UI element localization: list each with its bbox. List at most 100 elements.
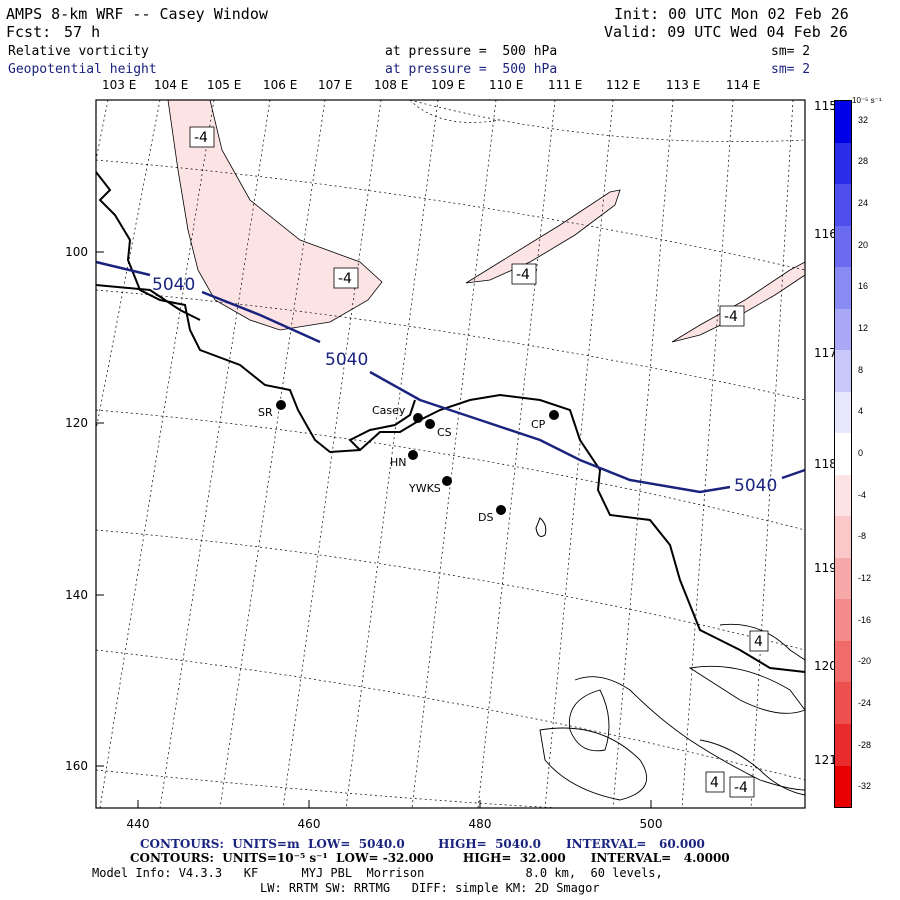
colorbar-tick-label: -28 (858, 739, 872, 750)
station-marker (425, 419, 435, 429)
colorbar-tick-label: -32 (858, 781, 872, 792)
station-label: CP (531, 418, 546, 431)
colorbar-tick-label: 8 (858, 364, 864, 375)
station-marker (442, 476, 452, 486)
station-label: DS (478, 511, 493, 524)
colorbar (834, 100, 852, 808)
station-marker (549, 410, 559, 420)
colorbar-cell (835, 225, 851, 268)
negative-vorticity-areas (167, 99, 806, 343)
station-label: YWKS (408, 482, 441, 495)
height-labels: 5040 5040 5040 (152, 275, 777, 496)
model-info: Model Info: V4.3.3 KF MYJ PBL Morrison 8… (92, 866, 663, 880)
map-title: AMPS 8-km WRF -- Casey Window (6, 5, 268, 23)
vorticity-area (671, 261, 806, 343)
colorbar-tick-label: 12 (858, 323, 869, 334)
colorbar-cell (835, 308, 851, 351)
vorticity-label: 4 (754, 634, 763, 650)
vorticity-label: -4 (734, 780, 748, 796)
height-label: 5040 (152, 275, 195, 295)
positive-vorticity-contours (539, 623, 806, 801)
y-ticks (96, 251, 104, 767)
vorticity-label: -4 (338, 271, 352, 287)
lon-label: 114 E (726, 78, 760, 92)
colorbar-tick-label: -4 (858, 489, 867, 500)
vorticity-label: -4 (724, 309, 738, 325)
station-marker (413, 413, 423, 423)
colorbar-cell (835, 723, 851, 766)
lon-label: 108 E (374, 78, 408, 92)
y-tick-label: 120 (65, 416, 88, 430)
colorbar-units: 10⁻⁵ s⁻¹ (852, 96, 882, 105)
field2-level: at pressure = 500 hPa (385, 62, 558, 77)
field1-level: at pressure = 500 hPa (385, 44, 558, 59)
colorbar-tick-label: 28 (858, 156, 869, 167)
vorticity-area (465, 189, 621, 284)
vorticity-label: -4 (516, 267, 530, 283)
top-lon-labels: 103 E 104 E 105 E 106 E 107 E 108 E 109 … (102, 78, 760, 92)
colorbar-cell (835, 682, 851, 724)
colorbar-cell (835, 391, 851, 434)
lon-label: 113 E (666, 78, 700, 92)
lon-label: 109 E (431, 78, 465, 92)
field1-name: Relative vorticity (8, 44, 149, 59)
fcst-label: Fcst: (6, 23, 52, 41)
field2-name: Geopotential height (8, 62, 157, 77)
lon-label: 104 E (154, 78, 188, 92)
station-marker (496, 505, 506, 515)
colorbar-cell (835, 599, 851, 641)
vorticity-labels: -4 -4 -4 -4 4 4 -4 (189, 126, 769, 798)
y-tick-labels: 100 120 140 160 (65, 245, 88, 773)
lon-label: 106 E (263, 78, 297, 92)
colorbar-cell (835, 433, 851, 475)
lat-lon-grid (95, 99, 806, 809)
vorticity-label: 4 (710, 775, 719, 791)
lon-label: 110 E (489, 78, 523, 92)
x-tick-labels: 440 460 480 500 (127, 817, 663, 831)
colorbar-cell (835, 350, 851, 392)
station-marker (276, 400, 286, 410)
station-label: CS (437, 426, 452, 439)
colorbar-tick-label: -16 (858, 614, 872, 625)
lon-label: 111 E (548, 78, 582, 92)
contours-height-info: CONTOURS: UNITS=m LOW= 5040.0 HIGH= 5040… (140, 837, 705, 851)
stations: SR Casey CS CP HN YWKS DS (258, 400, 559, 524)
model-physics: LW: RRTM SW: RRTMG DIFF: simple KM: 2D S… (260, 881, 600, 895)
colorbar-tick-label: -12 (858, 572, 872, 583)
colorbar-cell (835, 101, 851, 143)
colorbar-cell (835, 516, 851, 558)
init-time: Init: 00 UTC Mon 02 Feb 26 (614, 5, 849, 23)
height-label: 5040 (325, 350, 368, 370)
colorbar-tick-label: 16 (858, 281, 869, 292)
colorbar-tick-label: 0 (858, 448, 864, 458)
station-label: Casey (372, 404, 406, 417)
y-tick-label: 100 (65, 245, 88, 259)
y-tick-label: 160 (65, 759, 88, 773)
colorbar-tick-label: 20 (858, 239, 869, 250)
valid-time: Valid: 09 UTC Wed 04 Feb 26 (604, 23, 848, 41)
station-marker (408, 450, 418, 460)
colorbar-cell (835, 640, 851, 683)
map-frame (95, 99, 806, 809)
vorticity-label: -4 (194, 130, 208, 146)
colorbar-tick-label: 32 (858, 114, 869, 125)
x-tick-label: 440 (127, 817, 150, 831)
lon-label: 103 E (102, 78, 136, 92)
colorbar-tick-label: 4 (858, 406, 864, 417)
colorbar-cell (835, 474, 851, 517)
field2-smoothing: sm= 2 (771, 62, 811, 77)
colorbar-tick-label: -8 (858, 531, 867, 542)
colorbar-tick-label: 24 (858, 198, 869, 209)
y-tick-label: 140 (65, 588, 88, 602)
x-tick-label: 480 (469, 817, 492, 831)
fcst-value: 57 h (64, 23, 101, 41)
vorticity-area (167, 99, 383, 331)
colorbar-cell (835, 765, 851, 808)
field1-smoothing: sm= 2 (771, 44, 811, 59)
colorbar-tick-label: -24 (858, 697, 872, 708)
colorbar-cell (835, 267, 851, 309)
colorbar-tick-label: -20 (858, 656, 872, 667)
lon-label: 107 E (318, 78, 352, 92)
lon-label: 105 E (207, 78, 241, 92)
